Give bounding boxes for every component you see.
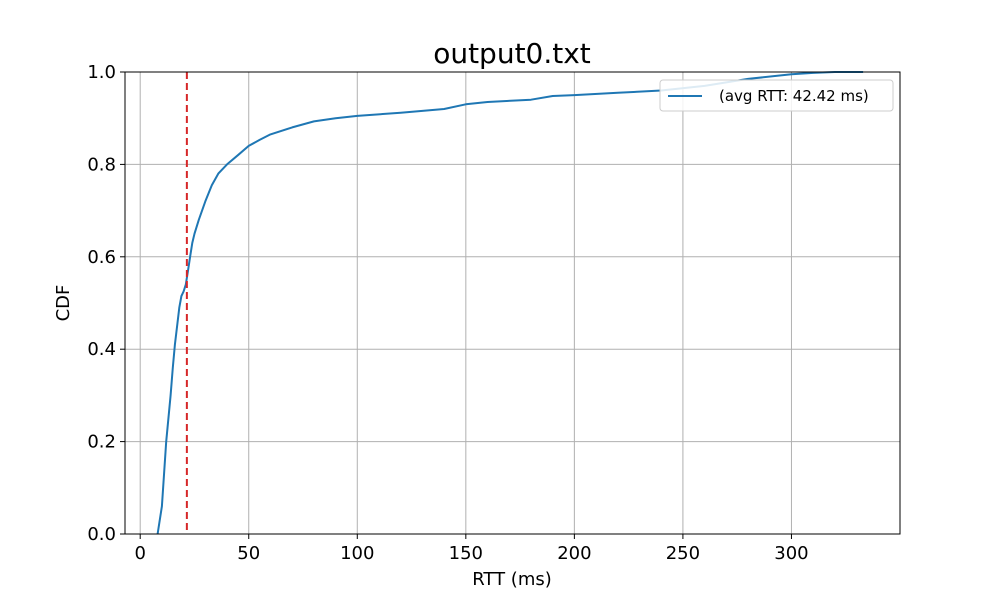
x-axis-label: RTT (ms) — [472, 569, 552, 590]
y-tick-label: 0.6 — [87, 247, 116, 268]
plot-frame — [124, 71, 901, 535]
y-tick-label: 1.0 — [87, 62, 116, 83]
x-tick-label: 50 — [237, 543, 260, 564]
chart-title: output0.txt — [433, 37, 591, 70]
legend: (avg RTT: 42.42 ms) — [659, 79, 894, 112]
x-tick-label: 100 — [340, 543, 374, 564]
y-tick-label: 0.8 — [87, 154, 116, 175]
plot-area — [156, 71, 864, 535]
x-tick-label: 300 — [774, 543, 808, 564]
legend-series-label: (avg RTT: 42.42 ms) — [719, 87, 869, 105]
y-axis-label: CDF — [53, 285, 74, 322]
y-tick-label: 0.4 — [87, 339, 116, 360]
x-tick-label: 0 — [134, 543, 145, 564]
y-tick-label: 0.2 — [87, 432, 116, 453]
y-tick-label: 0.0 — [87, 524, 116, 545]
x-tick-label: 150 — [449, 543, 483, 564]
x-tick-label: 200 — [557, 543, 591, 564]
cdf-series-line — [156, 71, 864, 535]
legend-box — [659, 79, 894, 112]
axis-ticks: 0 50 100 150 200 250 300 0.0 0.2 0.4 0.6 0.8 1.0 — [87, 62, 808, 564]
x-tick-label: 250 — [666, 543, 700, 564]
